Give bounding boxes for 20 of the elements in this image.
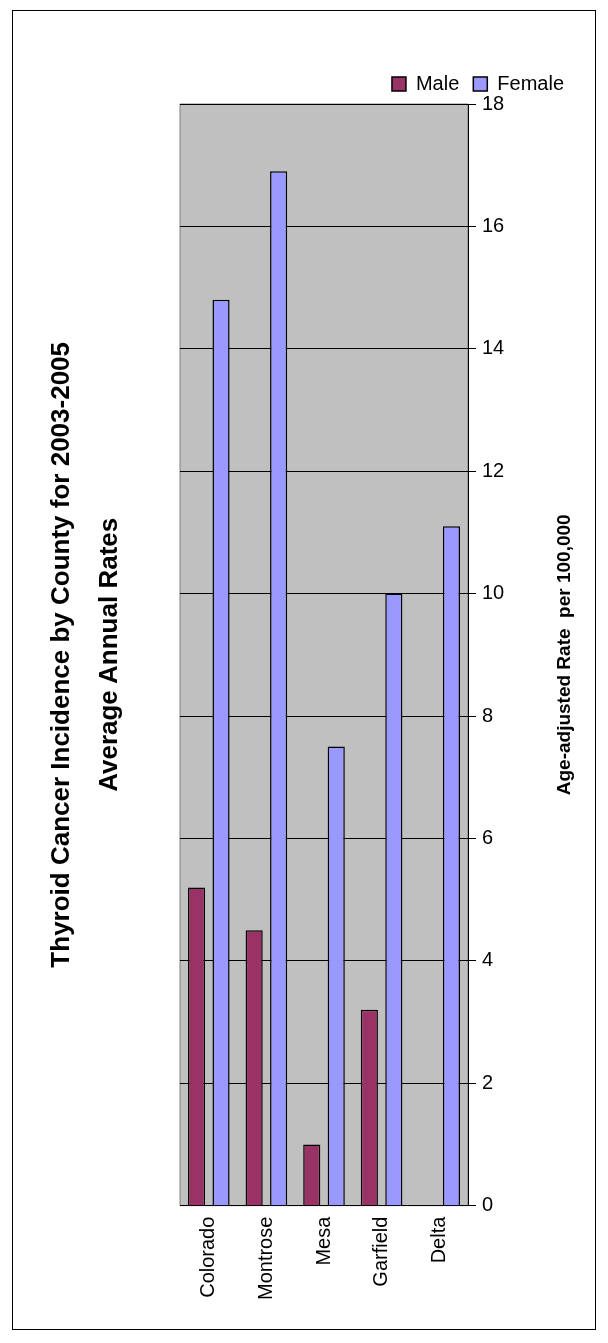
y-tick-label: 18 (482, 91, 505, 114)
y-tick-label: 10 (482, 581, 505, 604)
y-tick-label: 8 (482, 703, 494, 726)
text: Thyroid Cancer Incidence by County for 2003-2005 (45, 342, 76, 968)
x-tick-label: Colorado (196, 1216, 219, 1298)
y-tick-label: 14 (482, 336, 505, 359)
y-tick-label: 0 (482, 1193, 494, 1216)
y-tick-label: 4 (482, 948, 494, 971)
y-tick-label: 12 (482, 458, 505, 481)
legend-label: Male (415, 71, 460, 94)
x-tick-label: Mesa (311, 1215, 334, 1266)
legend-label: Female (497, 71, 565, 94)
x-tick-label: Delta (426, 1215, 449, 1264)
x-tick-label: Garfield (369, 1216, 392, 1287)
y-tick-label: 16 (482, 213, 505, 236)
y-axis-title: Age-adjusted Rate per 100,000 (553, 514, 575, 796)
text: Average Annual Rates (93, 517, 124, 792)
y-tick-label: 2 (482, 1070, 494, 1093)
x-tick-label: Montrose (253, 1216, 276, 1301)
y-tick-label: 6 (482, 825, 494, 848)
